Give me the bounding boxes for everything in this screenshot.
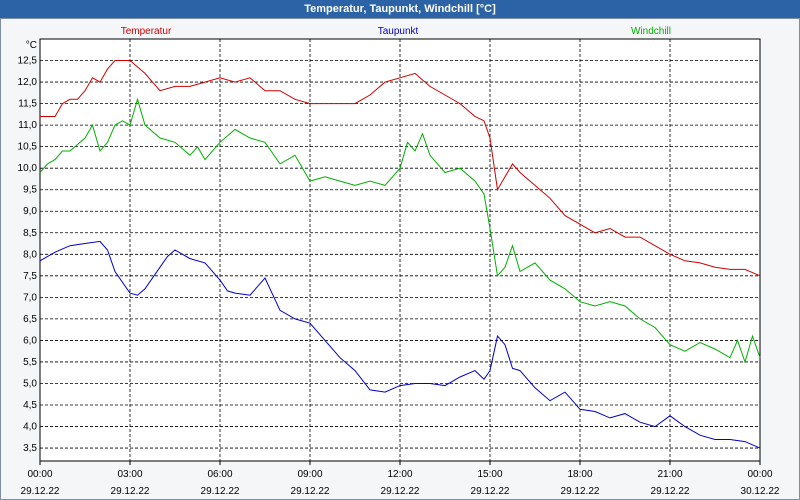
y-tick-label: 8,0 [23,249,37,260]
line-chart: 3,5 4,0 4,5 5,0 5,5 6,0 6,5 7,0 7,5 8,0 8,5 9,0 9,5 1… [18,26,780,497]
x-tick-time: 00:00 [747,469,772,480]
x-tick-date: 29.12.22 [111,486,150,497]
y-tick-label: 4,5 [23,400,37,411]
series-line-temperatur [40,60,761,277]
x-tick-time: 03:00 [117,469,142,480]
y-tick-label: 8,5 [23,228,37,239]
y-tick-label: 7,5 [23,271,37,282]
y-tick-label: 6,0 [23,335,37,346]
series-line-taupunkt [39,240,761,449]
x-tick-date: 29.12.22 [291,486,330,497]
x-tick-date: 29.12.22 [471,486,510,497]
y-tick-label: 10,0 [18,163,38,174]
y-tick-label: 9,0 [23,206,37,217]
x-tick-time: 00:00 [27,469,52,480]
y-tick-label: 4,0 [23,422,37,433]
y-tick-label: 12,0 [18,77,38,88]
x-tick-date: 29.12.22 [201,486,240,497]
y-tick-label: 9,5 [23,185,37,196]
chart-title: Temperatur, Taupunkt, Windchill [°C] [0,0,800,18]
x-tick-date: 30.12.22 [741,486,780,497]
y-tick-label: 3,5 [23,443,37,454]
y-tick-label: 7,0 [23,292,37,303]
series-line-windchill [39,97,761,364]
x-tick-time: 21:00 [657,469,682,480]
x-tick-date: 29.12.22 [651,486,690,497]
x-tick-time: 12:00 [387,469,412,480]
x-tick-time: 06:00 [207,469,232,480]
y-tick-label: 6,5 [23,314,37,325]
y-axis-label: °C [26,40,37,51]
y-tick-label: 11,0 [18,120,37,131]
y-tick-label: 12,5 [18,56,38,67]
y-tick-label: 11,5 [18,99,37,110]
y-tick-label: 5,5 [23,357,37,368]
x-tick-date: 29.12.22 [21,486,60,497]
legend-taupunkt: Taupunkt [378,26,419,37]
y-tick-label: 10,5 [18,142,38,153]
chart-panel: 3,5 4,0 4,5 5,0 5,5 6,0 6,5 7,0 7,5 8,0 8,5 9,0 9,5 1… [0,18,800,500]
x-tick-time: 09:00 [297,469,322,480]
x-tick-date: 29.12.22 [381,486,420,497]
x-tick-date: 29.12.22 [561,486,600,497]
y-tick-label: 5,0 [23,378,37,389]
legend-windchill: Windchill [631,26,671,37]
legend-temperatur: Temperatur [121,26,172,37]
x-tick-time: 18:00 [567,469,592,480]
x-tick-time: 15:00 [477,469,502,480]
